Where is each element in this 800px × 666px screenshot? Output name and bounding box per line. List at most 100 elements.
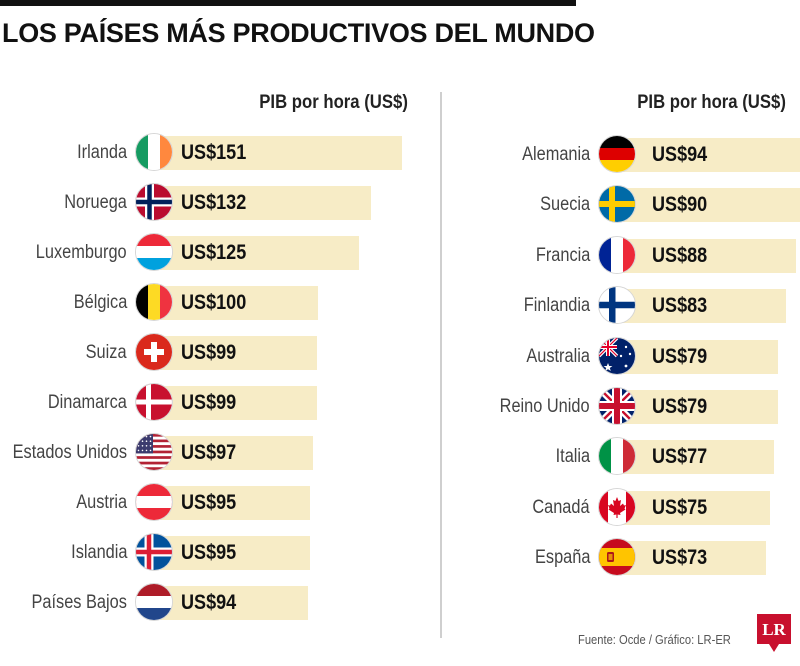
spain-flag-icon	[598, 538, 636, 577]
bar-row: Suecia US$90	[440, 185, 800, 225]
bar	[154, 136, 402, 170]
value-label: US$94	[652, 143, 708, 166]
country-label: Estados Unidos	[12, 442, 127, 463]
lr-logo: LR	[757, 614, 791, 652]
value-label: US$95	[181, 491, 237, 514]
source-note: Fuente: Ocde / Gráfico: LR-ER	[578, 632, 731, 647]
finland-flag-icon	[598, 286, 636, 325]
uk-flag-icon	[598, 387, 636, 425]
bar-row: Francia US$88	[440, 235, 797, 276]
bar-row: Reino Unido US$79	[440, 387, 790, 427]
iceland-flag-icon	[135, 533, 173, 571]
france-flag-icon	[598, 235, 636, 274]
ireland-flag-icon	[135, 133, 173, 171]
bar	[154, 286, 319, 320]
logo-text: LR	[762, 620, 786, 639]
bar	[154, 486, 311, 520]
value-label: US$79	[652, 395, 708, 418]
country-label: Países Bajos	[31, 592, 127, 613]
bar-row: Finlandia US$83	[440, 286, 790, 326]
bar-row: Países Bajos US$94	[0, 583, 420, 623]
sweden-flag-icon	[598, 185, 636, 224]
bar	[617, 188, 800, 223]
bar-row: Suiza US$99	[0, 333, 420, 373]
value-label: US$99	[181, 341, 237, 364]
country-label: Suecia	[540, 194, 590, 216]
bar-row: Bélgica US$100	[0, 283, 420, 323]
country-label: Islandia	[70, 542, 127, 563]
value-label: US$88	[652, 243, 708, 267]
bar-row: Alemania US$94	[440, 135, 800, 175]
canada-flag-icon	[598, 487, 636, 526]
value-label: US$95	[181, 541, 237, 564]
country-label: Austria	[76, 492, 127, 513]
bar	[617, 390, 779, 424]
country-label: Italia	[555, 446, 590, 468]
bar	[154, 536, 311, 570]
country-label: Finlandia	[523, 295, 590, 317]
bar	[617, 339, 779, 374]
bar	[617, 440, 775, 475]
country-label: Canadá	[532, 496, 590, 518]
bar-row: Italia US$77	[440, 437, 790, 477]
bar-row: Noruega US$132	[0, 183, 420, 223]
value-label: US$99	[181, 391, 237, 414]
belgium-flag-icon	[135, 283, 173, 321]
bar	[154, 386, 317, 420]
country-label: Suiza	[86, 342, 127, 363]
value-label: US$132	[181, 191, 247, 214]
country-label: Alemania	[521, 144, 590, 165]
value-label: US$100	[181, 291, 247, 314]
bar-row: Australia US$79	[440, 336, 790, 377]
country-label: España	[534, 547, 590, 569]
column-divider	[440, 92, 442, 638]
bar	[617, 289, 787, 324]
value-label: US$90	[652, 193, 708, 217]
country-label: Irlanda	[77, 142, 127, 163]
value-label: US$125	[181, 241, 247, 264]
country-label: Bélgica	[73, 292, 127, 313]
bar-row: Estados Unidos US$97	[0, 433, 420, 473]
value-label: US$75	[652, 495, 708, 519]
country-label: Francia	[535, 244, 590, 266]
bar	[617, 138, 800, 172]
bar-row: Dinamarca US$99	[0, 383, 420, 423]
luxembourg-flag-icon	[135, 233, 173, 271]
bar-row: Austria US$95	[0, 483, 420, 523]
italy-flag-icon	[598, 437, 636, 476]
value-label: US$94	[181, 591, 237, 614]
bar-row: Canadá US$75	[440, 487, 790, 528]
value-label: US$73	[652, 546, 708, 570]
country-label: Reino Unido	[500, 396, 590, 417]
chart-title: LOS PAÍSES MÁS PRODUCTIVOS DEL MUNDO	[2, 18, 595, 48]
country-label: Luxemburgo	[36, 242, 127, 263]
australia-flag-icon	[598, 336, 636, 375]
top-rule	[0, 0, 576, 6]
austria-flag-icon	[135, 483, 173, 521]
bar	[154, 186, 371, 220]
country-label: Noruega	[64, 192, 127, 213]
value-label: US$77	[652, 445, 708, 469]
value-label: US$79	[652, 344, 708, 368]
norway-flag-icon	[135, 183, 173, 221]
value-label: US$151	[181, 141, 247, 164]
bar	[154, 236, 360, 270]
column-header-right: PIB por hora (US$)	[637, 92, 786, 113]
country-label: Dinamarca	[47, 392, 127, 413]
netherlands-flag-icon	[135, 583, 173, 621]
value-label: US$97	[181, 441, 237, 464]
bar-row: España US$73	[440, 538, 790, 578]
germany-flag-icon	[598, 135, 636, 173]
bar	[617, 541, 766, 576]
value-label: US$83	[652, 294, 708, 318]
bar	[154, 586, 309, 620]
bar-row: Islandia US$95	[0, 533, 420, 573]
bar-row: Luxemburgo US$125	[0, 233, 420, 273]
column-header-left: PIB por hora (US$)	[259, 92, 408, 113]
usa-flag-icon	[135, 433, 173, 471]
bar	[617, 490, 770, 525]
bar	[617, 238, 797, 273]
bar	[154, 436, 314, 470]
country-label: Australia	[526, 345, 590, 367]
denmark-flag-icon	[135, 383, 173, 421]
